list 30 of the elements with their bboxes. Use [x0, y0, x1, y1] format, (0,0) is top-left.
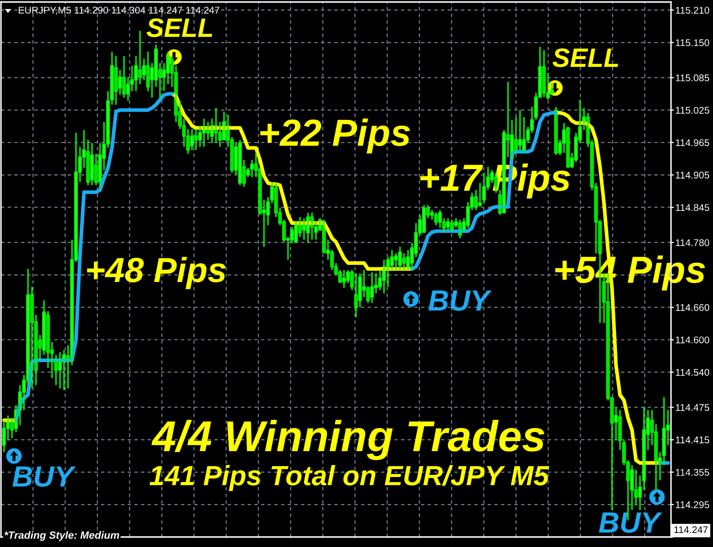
- candlestick: [518, 109, 522, 151]
- y-tick-label: 115.210: [676, 6, 710, 14]
- y-tick-label: 114.540: [676, 368, 710, 376]
- y-tick-label: 114.355: [676, 468, 710, 476]
- annotation: 114.247: [674, 526, 708, 534]
- candlestick: [194, 128, 198, 151]
- y-tick-label: 115.150: [676, 39, 710, 46]
- y-tick-label: 114.780: [676, 239, 710, 246]
- annotation: SELL: [146, 18, 212, 38]
- y-tick-label: 114.905: [676, 172, 710, 179]
- y-tick-label: 114.475: [676, 404, 710, 411]
- y-tick-label: 115.085: [676, 74, 710, 82]
- annotation: SELL: [552, 48, 618, 68]
- y-tick-label: 114.660: [676, 304, 710, 311]
- annotation: 4/4 Winning Trades: [152, 420, 544, 460]
- annotation: BUY: [428, 290, 492, 311]
- annotation: +48 Pips: [87, 256, 226, 290]
- y-tick-label: 115.025: [676, 106, 710, 114]
- y-tick-label: 114.295: [676, 501, 710, 508]
- y-tick-label: 114.965: [676, 139, 710, 146]
- annotation: *Trading Style: Medium: [4, 531, 120, 541]
- candlestick: [342, 269, 346, 289]
- chart-title: EURJPY,M5 114.290 114.304 114.247 114.247: [18, 6, 220, 15]
- annotation: +22 Pips: [260, 118, 410, 154]
- annotation: 141 Pips Total on EUR/JPY M5: [150, 465, 550, 491]
- y-tick-label: 114.415: [676, 436, 710, 444]
- annotation: BUY: [12, 466, 76, 487]
- annotation: BUY: [598, 512, 662, 533]
- y-tick-label: 114.845: [676, 204, 710, 211]
- y-tick-label: 114.600: [676, 336, 710, 344]
